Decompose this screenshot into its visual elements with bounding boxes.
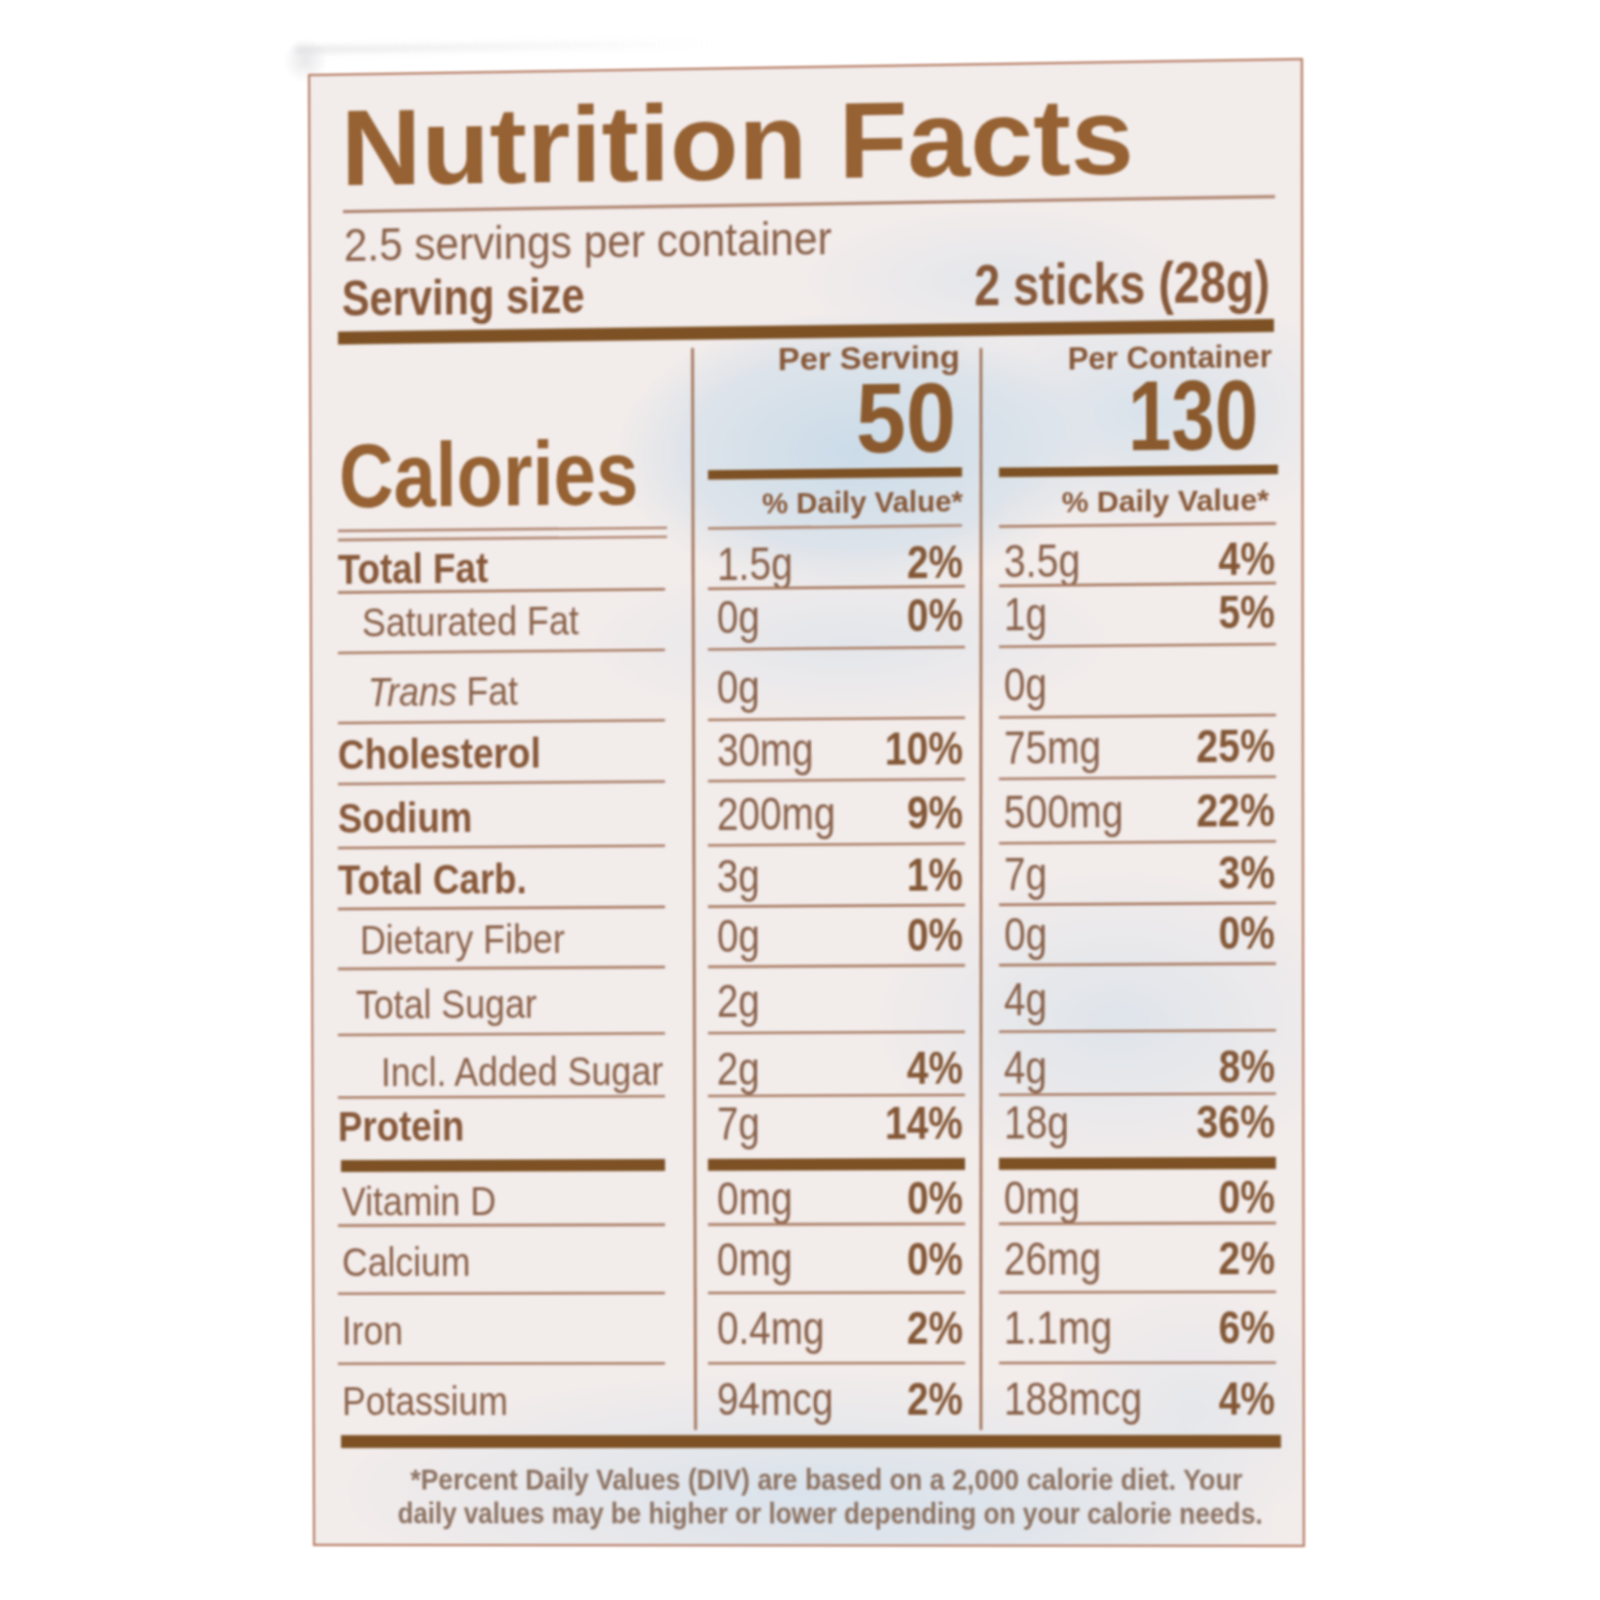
- svg-text:0%: 0%: [1219, 1172, 1275, 1224]
- svg-text:Total Fat: Total Fat: [338, 544, 489, 593]
- svg-text:0%: 0%: [907, 1173, 963, 1225]
- svg-text:Potassium: Potassium: [342, 1378, 508, 1424]
- svg-text:3.5g: 3.5g: [1004, 535, 1080, 587]
- svg-text:2 sticks (28g): 2 sticks (28g): [974, 250, 1270, 318]
- svg-text:Iron: Iron: [342, 1308, 403, 1354]
- svg-text:0%: 0%: [907, 590, 963, 642]
- svg-text:0g: 0g: [1004, 909, 1047, 961]
- svg-text:*Percent Daily Values (DIV) ar: *Percent Daily Values (DIV) are based on…: [410, 1465, 1242, 1497]
- svg-text:0.4mg: 0.4mg: [717, 1303, 825, 1355]
- svg-text:0mg: 0mg: [717, 1173, 793, 1225]
- svg-text:18g: 18g: [1004, 1097, 1069, 1149]
- svg-text:% Daily Value*: % Daily Value*: [762, 485, 963, 521]
- svg-text:4g: 4g: [1004, 1042, 1047, 1094]
- svg-text:2%: 2%: [907, 1373, 963, 1424]
- svg-text:94mcg: 94mcg: [717, 1373, 834, 1424]
- svg-text:4%: 4%: [1219, 533, 1276, 585]
- svg-text:0%: 0%: [1218, 907, 1274, 959]
- svg-text:Saturated Fat: Saturated Fat: [362, 598, 579, 646]
- svg-text:Sodium: Sodium: [338, 793, 473, 841]
- svg-text:7g: 7g: [717, 1098, 760, 1150]
- svg-text:0%: 0%: [907, 909, 963, 961]
- svg-text:22%: 22%: [1196, 784, 1275, 836]
- svg-text:26mg: 26mg: [1004, 1233, 1101, 1285]
- svg-text:200mg: 200mg: [717, 787, 836, 839]
- svg-text:8%: 8%: [1219, 1041, 1275, 1093]
- svg-text:Trans: Trans: [368, 668, 457, 715]
- svg-text:2g: 2g: [717, 975, 760, 1027]
- svg-text:1%: 1%: [907, 849, 963, 901]
- svg-text:% Daily Value*: % Daily Value*: [1062, 484, 1270, 520]
- svg-text:2.5 servings per container: 2.5 servings per container: [344, 212, 832, 271]
- svg-text:1.1mg: 1.1mg: [1004, 1303, 1112, 1355]
- svg-text:2%: 2%: [1219, 1232, 1275, 1284]
- svg-text:daily values may be higher or: daily values may be higher or lower depe…: [398, 1499, 1263, 1532]
- svg-text:Nutrition Facts: Nutrition Facts: [341, 75, 1134, 208]
- svg-text:Cholesterol: Cholesterol: [338, 729, 541, 778]
- svg-text:0%: 0%: [907, 1233, 963, 1285]
- svg-text:0g: 0g: [717, 910, 760, 962]
- svg-text:Dietary Fiber: Dietary Fiber: [360, 916, 565, 963]
- svg-text:Total Sugar: Total Sugar: [356, 981, 537, 1028]
- svg-text:0g: 0g: [1004, 659, 1047, 711]
- svg-text:Total Carb.: Total Carb.: [338, 856, 527, 904]
- svg-text:Protein: Protein: [338, 1102, 465, 1150]
- svg-text:0mg: 0mg: [1004, 1172, 1080, 1224]
- svg-text:1g: 1g: [1004, 589, 1047, 641]
- svg-text:0mg: 0mg: [717, 1234, 793, 1286]
- svg-text:Calcium: Calcium: [342, 1239, 471, 1285]
- svg-text:25%: 25%: [1196, 720, 1275, 772]
- svg-text:0g: 0g: [717, 592, 760, 644]
- svg-text:50: 50: [856, 362, 956, 474]
- svg-text:9%: 9%: [907, 786, 963, 838]
- svg-text:6%: 6%: [1219, 1302, 1275, 1354]
- svg-text:2g: 2g: [717, 1043, 760, 1095]
- svg-text:Calories: Calories: [339, 422, 639, 526]
- svg-text:75mg: 75mg: [1004, 721, 1101, 773]
- svg-text:Fat: Fat: [466, 667, 518, 714]
- svg-text:14%: 14%: [885, 1097, 963, 1149]
- svg-text:Incl. Added Sugar: Incl. Added Sugar: [381, 1047, 663, 1094]
- svg-text:1.5g: 1.5g: [717, 538, 793, 590]
- svg-text:130: 130: [1128, 360, 1258, 472]
- svg-text:36%: 36%: [1196, 1096, 1275, 1148]
- svg-text:Vitamin D: Vitamin D: [342, 1178, 496, 1225]
- svg-text:7g: 7g: [1004, 849, 1047, 901]
- svg-text:2%: 2%: [907, 536, 963, 588]
- svg-text:4%: 4%: [907, 1042, 963, 1094]
- svg-text:Serving size: Serving size: [342, 267, 585, 327]
- svg-text:30mg: 30mg: [717, 724, 814, 776]
- svg-text:4%: 4%: [1219, 1373, 1275, 1425]
- svg-text:3%: 3%: [1218, 847, 1274, 899]
- svg-text:10%: 10%: [885, 723, 963, 775]
- svg-text:3g: 3g: [717, 851, 760, 903]
- svg-text:500mg: 500mg: [1004, 785, 1124, 838]
- svg-text:5%: 5%: [1218, 587, 1275, 639]
- svg-text:Per Serving: Per Serving: [778, 340, 960, 378]
- svg-text:2%: 2%: [907, 1303, 963, 1355]
- svg-text:188mcg: 188mcg: [1004, 1373, 1142, 1425]
- svg-text:Per Container: Per Container: [1068, 339, 1272, 377]
- svg-text:4g: 4g: [1004, 974, 1047, 1026]
- svg-text:0g: 0g: [717, 661, 760, 713]
